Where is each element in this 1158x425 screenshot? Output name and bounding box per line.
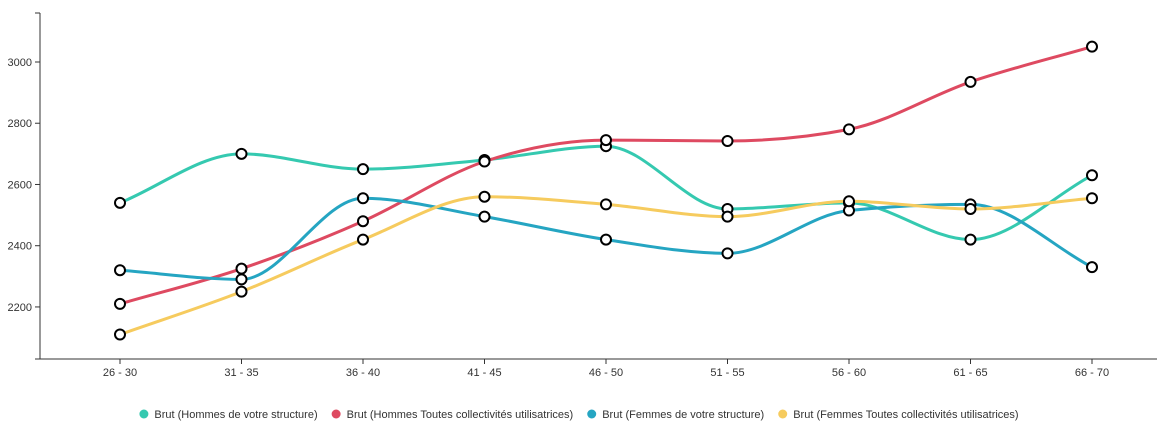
series-2-point[interactable] xyxy=(1086,40,1098,53)
series-1-point[interactable] xyxy=(964,233,977,246)
series-3-point[interactable] xyxy=(1086,261,1098,274)
series-3-point[interactable] xyxy=(478,210,491,223)
series-3-point[interactable] xyxy=(235,273,248,286)
series-2-point[interactable] xyxy=(843,123,855,136)
x-tick-label: 31 - 35 xyxy=(224,367,258,379)
legend-dot xyxy=(587,409,597,419)
y-tick-label: 3000 xyxy=(8,57,32,69)
x-tick-label: 46 - 50 xyxy=(589,367,623,379)
legend-dot xyxy=(778,409,788,419)
series-2-point[interactable] xyxy=(114,297,126,310)
series-1-point[interactable] xyxy=(235,147,248,160)
legend-item-1[interactable]: Brut (Hommes de votre structure) xyxy=(139,409,318,421)
legend-item-4[interactable]: Brut (Femmes Toutes collectivités utilis… xyxy=(778,409,1019,421)
series-2-point[interactable] xyxy=(235,262,248,275)
series-4-point[interactable] xyxy=(114,328,126,341)
series-2-point[interactable] xyxy=(600,134,612,147)
series-4-point[interactable] xyxy=(843,195,855,208)
series-4-point[interactable] xyxy=(357,233,369,246)
y-tick-label: 2200 xyxy=(8,302,32,314)
legend: Brut (Hommes de votre structure) Brut (Ho… xyxy=(139,409,1019,421)
x-tick-label: 56 - 60 xyxy=(832,367,866,379)
series-1-point[interactable] xyxy=(114,196,126,209)
series-4-point[interactable] xyxy=(964,202,977,215)
x-tick-label: 36 - 40 xyxy=(346,367,380,379)
legend-dot xyxy=(331,409,341,419)
legend-label: Brut (Hommes de votre structure) xyxy=(154,409,317,421)
y-tick-label: 2800 xyxy=(8,118,32,130)
series-line-4 xyxy=(118,195,1094,337)
series-4-point[interactable] xyxy=(600,198,612,211)
legend-dot xyxy=(139,409,149,419)
series-layer xyxy=(114,40,1098,341)
series-2-point[interactable] xyxy=(721,134,734,147)
series-3-point[interactable] xyxy=(600,233,612,246)
x-tick-label: 26 - 30 xyxy=(103,367,137,379)
series-4-point[interactable] xyxy=(721,210,734,223)
series-1-point[interactable] xyxy=(1086,169,1098,182)
x-tick-label: 61 - 65 xyxy=(953,367,987,379)
series-3-point[interactable] xyxy=(721,247,734,260)
series-3-point[interactable] xyxy=(357,192,369,205)
x-tick-label: 51 - 55 xyxy=(710,367,744,379)
series-2-point[interactable] xyxy=(478,155,491,168)
series-4-point[interactable] xyxy=(478,190,491,203)
x-tick-label: 66 - 70 xyxy=(1075,367,1109,379)
series-4-point[interactable] xyxy=(1086,192,1098,205)
y-tick-label: 2400 xyxy=(8,241,32,253)
legend-label: Brut (Femmes de votre structure) xyxy=(602,409,764,421)
y-tick-label: 2600 xyxy=(8,179,32,191)
x-tick-label: 41 - 45 xyxy=(467,367,501,379)
axes: 2200 2400 2600 2800 3000 26 - 30 31 - 35 36 - 4… xyxy=(8,12,1157,379)
series-line-2 xyxy=(118,45,1094,306)
legend-label: Brut (Femmes Toutes collectivités utilis… xyxy=(793,409,1018,421)
series-line-1 xyxy=(118,144,1094,242)
series-4-point[interactable] xyxy=(235,285,248,298)
series-1-point[interactable] xyxy=(357,163,369,176)
series-2-point[interactable] xyxy=(357,215,369,228)
series-3-point[interactable] xyxy=(114,264,126,277)
series-2-point[interactable] xyxy=(964,75,977,88)
legend-item-3[interactable]: Brut (Femmes de votre structure) xyxy=(587,409,764,421)
legend-item-2[interactable]: Brut (Hommes Toutes collectivités utilis… xyxy=(331,409,574,421)
legend-label: Brut (Hommes Toutes collectivités utilis… xyxy=(347,409,574,421)
